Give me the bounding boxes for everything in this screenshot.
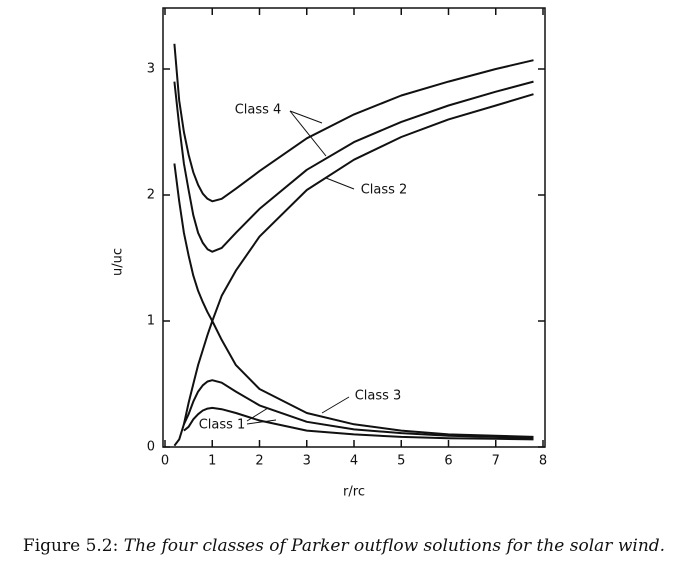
- arrow: [246, 419, 277, 425]
- x-tick-label: 1: [208, 454, 216, 469]
- annotation: Class 1: [199, 418, 246, 433]
- arrow: [289, 110, 323, 124]
- series-line: [173, 43, 534, 203]
- series-line: [173, 80, 534, 253]
- caption-text: The four classes of Parker outflow solut…: [124, 536, 665, 556]
- x-tick-label: 0: [161, 454, 169, 469]
- annotation: Class 2: [361, 183, 408, 198]
- x-tick-label: 6: [444, 454, 452, 469]
- annotation-arrows: [246, 110, 355, 425]
- x-tick-label: 4: [350, 454, 358, 469]
- x-tick-label: 3: [303, 454, 311, 469]
- arrow: [246, 407, 269, 422]
- x-tick-label: 8: [539, 454, 547, 469]
- annotation: Class 4: [235, 103, 282, 118]
- annotation: Class 3: [355, 389, 402, 404]
- plot-frame: [162, 7, 546, 448]
- y-axis-label: u/uc: [111, 248, 126, 276]
- arrow: [321, 396, 350, 414]
- x-tick-label: 7: [492, 454, 500, 469]
- y-tick-label: 0: [147, 440, 155, 455]
- series-line: [183, 406, 534, 441]
- series-line: [173, 93, 534, 447]
- arrow: [289, 110, 327, 157]
- x-tick-label: 2: [255, 454, 263, 469]
- y-tick-label: 2: [147, 188, 155, 203]
- arrow: [325, 177, 355, 190]
- x-axis-label: r/rc: [343, 485, 365, 500]
- caption-label: Figure 5.2:: [23, 536, 118, 556]
- x-tick-label: 5: [397, 454, 405, 469]
- caption: Figure 5.2: The four classes of Parker o…: [23, 536, 665, 556]
- series-line: [173, 163, 534, 438]
- y-tick-label: 3: [147, 62, 155, 77]
- series-line: [182, 379, 534, 440]
- y-tick-label: 1: [147, 314, 155, 329]
